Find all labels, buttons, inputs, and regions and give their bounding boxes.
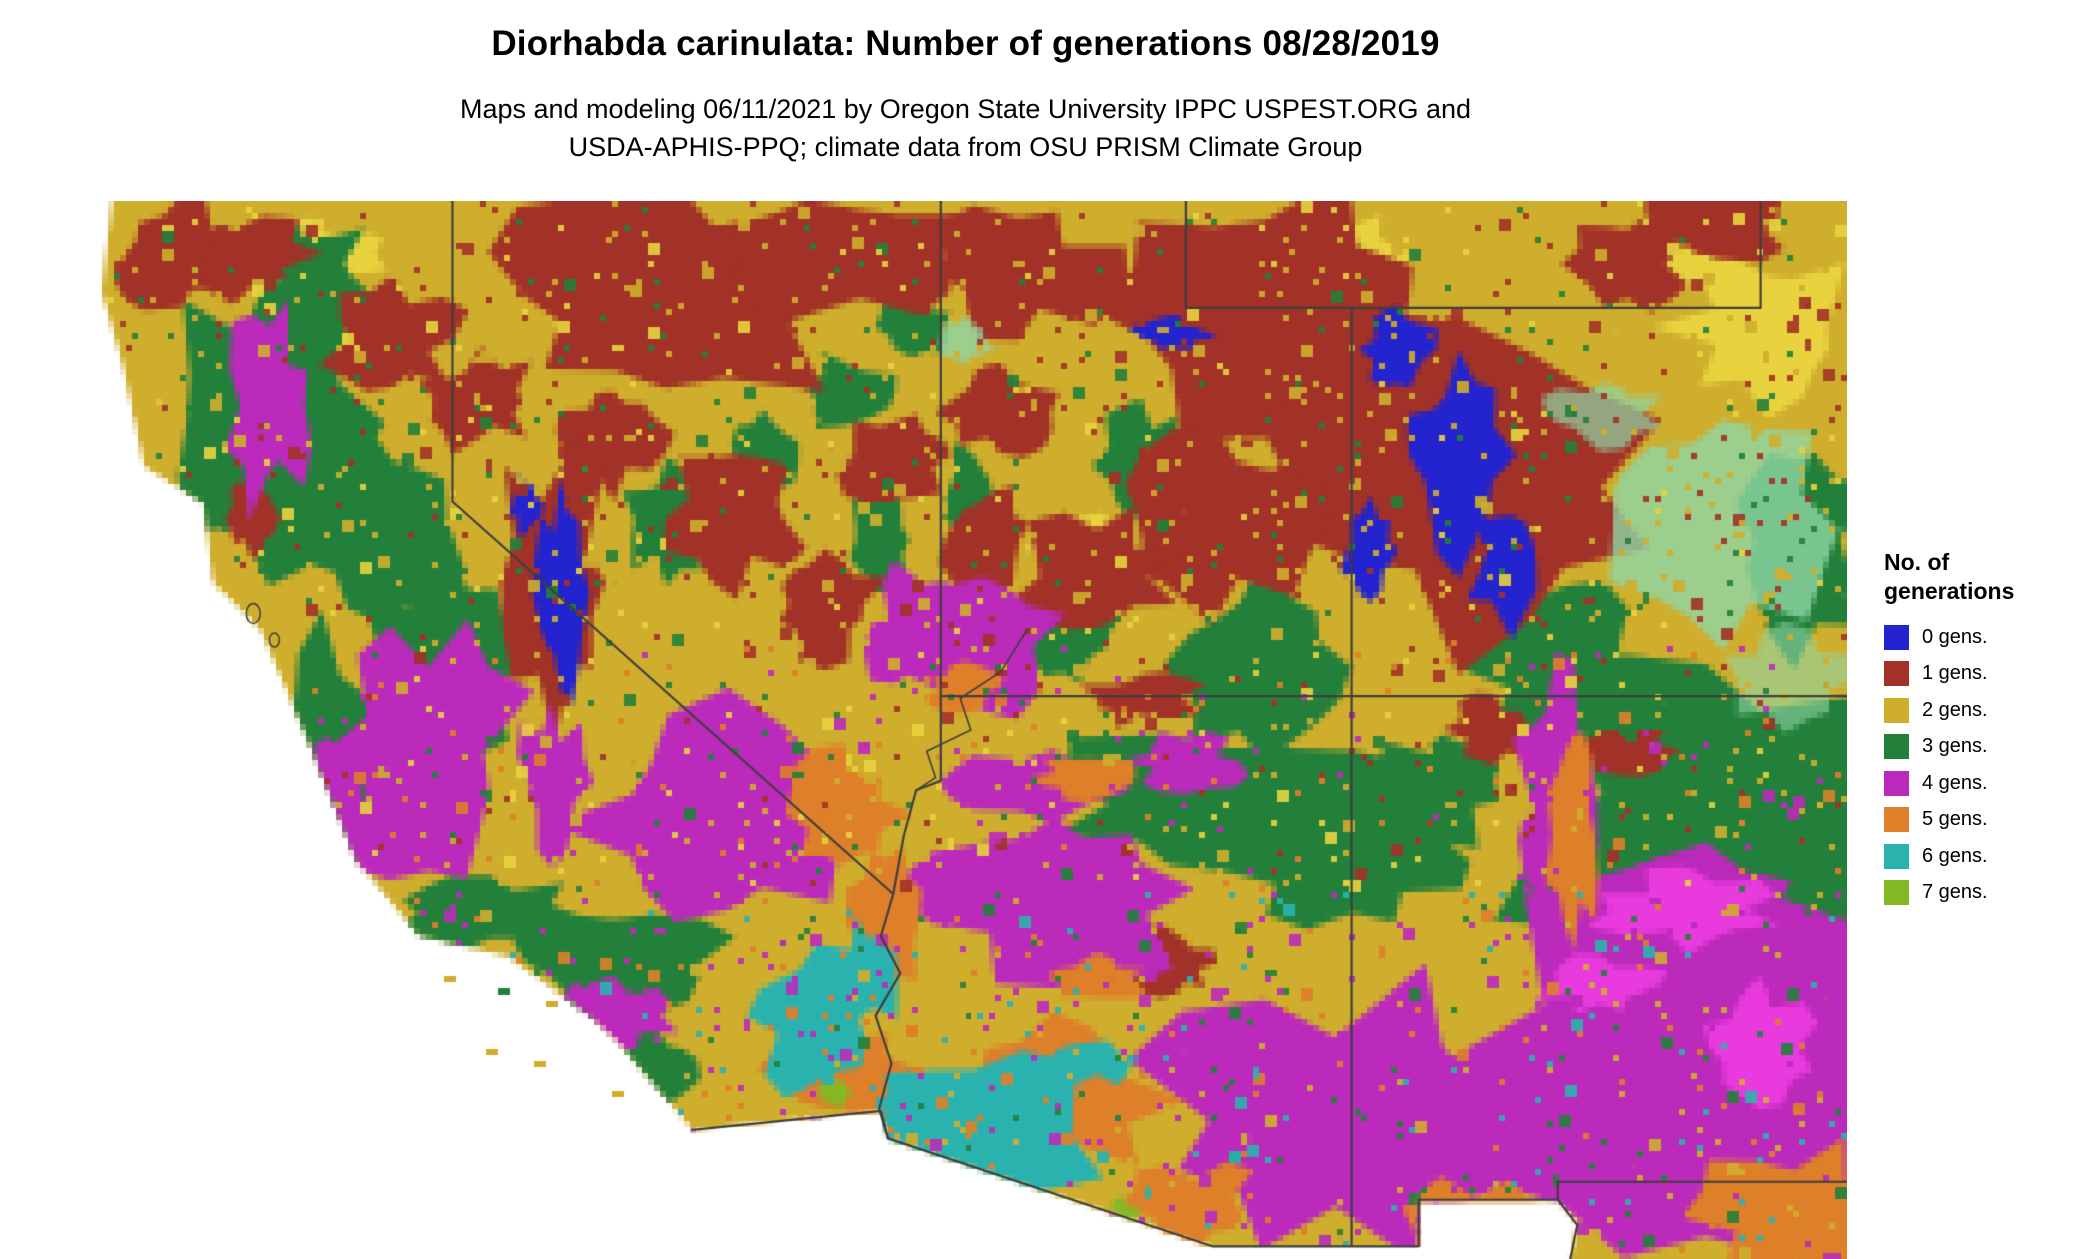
- legend-title: No. of generations: [1884, 548, 2098, 606]
- legend-label: 5 gens.: [1922, 808, 1988, 831]
- legend-swatch: [1884, 770, 1909, 796]
- subtitle: Maps and modeling 06/11/2021 by Oregon S…: [84, 90, 1847, 166]
- legend-label: 3 gens.: [1922, 735, 1988, 758]
- legend-title-line2: generations: [1884, 578, 2015, 604]
- legend-item: 3 gens.: [1884, 729, 2098, 766]
- legend-title-line1: No. of: [1884, 549, 1950, 575]
- legend-item: 4 gens.: [1884, 765, 2098, 802]
- legend-item: 5 gens.: [1884, 802, 2098, 839]
- subtitle-line2: USDA-APHIS-PPQ; climate data from OSU PR…: [568, 132, 1363, 162]
- legend-swatch: [1884, 697, 1909, 723]
- legend-swatch: [1884, 734, 1909, 760]
- legend-label: 2 gens.: [1922, 698, 1988, 721]
- page-title: Diorhabda carinulata: Number of generati…: [491, 24, 1440, 63]
- legend-item: 1 gens.: [1884, 656, 2098, 693]
- legend-swatch: [1884, 843, 1909, 869]
- legend-label: 7 gens.: [1922, 881, 1988, 904]
- legend-label: 0 gens.: [1922, 625, 1988, 648]
- legend: No. of generations 0 gens. 1 gens. 2 gens.…: [1884, 548, 2098, 911]
- legend-label: 1 gens.: [1922, 662, 1988, 685]
- legend-item: 6 gens.: [1884, 838, 2098, 875]
- legend-items: 0 gens. 1 gens. 2 gens. 3 gens. 4 gens. 5 gen…: [1884, 619, 2098, 911]
- legend-item: 2 gens.: [1884, 692, 2098, 729]
- legend-item: 0 gens.: [1884, 619, 2098, 656]
- legend-label: 6 gens.: [1922, 844, 1988, 867]
- legend-swatch: [1884, 807, 1909, 833]
- legend-swatch: [1884, 624, 1909, 650]
- legend-swatch: [1884, 661, 1909, 687]
- map-canvas: [84, 201, 1847, 1259]
- legend-item: 7 gens.: [1884, 875, 2098, 912]
- legend-swatch: [1884, 880, 1909, 906]
- legend-label: 4 gens.: [1922, 771, 1988, 794]
- subtitle-line1: Maps and modeling 06/11/2021 by Oregon S…: [459, 94, 1472, 124]
